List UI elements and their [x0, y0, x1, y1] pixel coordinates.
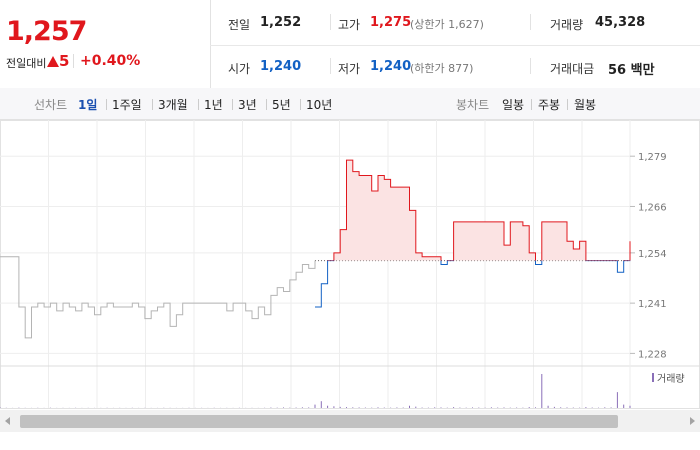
candle-tab[interactable]: 주봉 [538, 98, 561, 112]
chart: 1,228 1,241 1,254 1,266 1,279 거래량 [0, 120, 700, 432]
stat-label: 거래량 [550, 18, 584, 32]
divider [330, 58, 331, 74]
divider [73, 54, 74, 68]
volume-bar [415, 406, 417, 408]
candle-tab[interactable]: 월봉 [574, 98, 597, 112]
volume-bar [503, 407, 505, 408]
volume-bar [377, 407, 379, 408]
scroll-thumb[interactable] [20, 415, 618, 428]
price: 1,257 [6, 16, 87, 47]
volume-bar [358, 407, 360, 408]
stat-value: 1,275 [370, 15, 412, 30]
volume-bar [320, 401, 322, 408]
divider [567, 99, 568, 110]
stat-value: 1,252 [260, 15, 302, 30]
stat-label: 거래대금 [550, 62, 595, 76]
volume-bar [604, 407, 606, 408]
volume-bar [440, 407, 442, 408]
divider [300, 99, 301, 110]
volume-bar [535, 407, 536, 408]
price-line [327, 159, 631, 261]
period-tab[interactable]: 1주일 [112, 98, 142, 112]
volume-bar [434, 407, 436, 408]
quote-header: 1,257 전일대비 5 +0.40% 전일 1,252 고가 1,275 (상한가 1… [0, 0, 700, 89]
divider [210, 45, 700, 46]
volume-bar [566, 407, 568, 408]
divider [106, 99, 107, 110]
change-label: 전일대비 [6, 57, 47, 70]
volume-bar [339, 406, 341, 408]
divider [210, 0, 211, 88]
volume-bar [314, 404, 316, 408]
divider [530, 58, 531, 74]
period-tab[interactable]: 5년 [272, 98, 291, 112]
volume-bar [610, 407, 612, 408]
price-line [0, 256, 316, 339]
volume-bar [283, 407, 284, 408]
period-tab[interactable]: 3년 [238, 98, 257, 112]
volume-bar [333, 406, 335, 408]
divider [232, 99, 233, 110]
scroll-right[interactable] [690, 417, 695, 425]
volume-bar [352, 407, 354, 408]
volume-bar [472, 407, 473, 408]
y-tick-label: 1,254 [638, 249, 667, 260]
period-tab[interactable]: 3개월 [158, 98, 188, 112]
stat-value: 1,240 [260, 59, 302, 74]
y-tick-label: 1,241 [638, 299, 667, 310]
stat-label: 시가 [228, 62, 251, 76]
stat-note: (상한가 1,627) [410, 18, 484, 31]
change-rate: +0.40% [80, 53, 141, 69]
divider [266, 99, 267, 110]
tab-group-label: 봉차트 [456, 98, 490, 112]
volume-bar [396, 407, 398, 408]
period-tab[interactable]: 1일 [78, 98, 98, 112]
stat-value: 56 백만 [608, 63, 655, 78]
volume-bar [308, 407, 310, 408]
volume-bar [560, 407, 562, 408]
volume-bar [327, 405, 329, 408]
volume-bar [0, 407, 1, 408]
volume-bar [301, 407, 303, 408]
volume-legend-key [652, 373, 654, 382]
tab-group-label: 선차트 [34, 98, 68, 112]
volume-bar [541, 374, 543, 408]
stat-value: 45,328 [595, 15, 646, 30]
volume-legend: 거래량 [657, 373, 685, 385]
volume-bar [585, 407, 587, 408]
divider [198, 99, 199, 110]
price-area [315, 160, 630, 261]
stat-note: (하한가 877) [410, 62, 474, 75]
stat-value: 1,240 [370, 59, 412, 74]
period-tab[interactable]: 1년 [204, 98, 223, 112]
divider [530, 14, 531, 30]
divider [330, 14, 331, 30]
candle-tab[interactable]: 일봉 [502, 98, 525, 112]
stat-label: 저가 [338, 62, 361, 76]
volume-bar [346, 407, 347, 408]
volume-bar [547, 405, 549, 408]
volume-bar [453, 407, 455, 408]
up-icon [47, 56, 59, 67]
volume-bar [553, 406, 555, 408]
volume-bar [623, 404, 625, 408]
y-tick-label: 1,266 [638, 202, 667, 213]
volume-bar [629, 405, 631, 408]
stat-label: 고가 [338, 18, 361, 32]
change-value: 5 [59, 52, 70, 70]
tab-bar: 선차트 1일 1주일 3개월 1년 3년 5년 10년 봉차트 일봉 주봉 월봉 [0, 88, 700, 120]
y-tick-label: 1,228 [638, 349, 667, 360]
volume-bar [616, 392, 618, 408]
divider [531, 99, 532, 110]
scroll-left[interactable] [5, 417, 10, 425]
period-tab[interactable]: 10년 [306, 98, 333, 112]
volume-bar [490, 407, 492, 408]
y-tick-label: 1,279 [638, 152, 667, 163]
divider [152, 99, 153, 110]
volume-bar [409, 405, 410, 408]
volume-bar [528, 407, 530, 408]
stat-label: 전일 [228, 18, 251, 32]
